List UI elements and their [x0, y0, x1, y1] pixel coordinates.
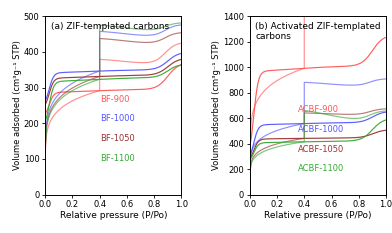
- Text: ACBF-1100: ACBF-1100: [298, 164, 344, 173]
- Text: BF-1100: BF-1100: [100, 154, 134, 163]
- Text: BF-1000: BF-1000: [100, 114, 134, 123]
- Y-axis label: Volume adsorbed (cm³g⁻¹ STP): Volume adsorbed (cm³g⁻¹ STP): [212, 41, 221, 170]
- Y-axis label: Volume adsorbed (cm³g⁻¹ STP): Volume adsorbed (cm³g⁻¹ STP): [13, 41, 22, 170]
- Text: ACBF-900: ACBF-900: [298, 105, 338, 114]
- Text: BF-900: BF-900: [100, 95, 129, 104]
- X-axis label: Relative pressure (P/Po): Relative pressure (P/Po): [264, 211, 372, 220]
- Text: (a) ZIF-templated carbons: (a) ZIF-templated carbons: [51, 22, 169, 31]
- Text: BF-1050: BF-1050: [100, 134, 134, 143]
- Text: ACBF-1000: ACBF-1000: [298, 125, 344, 134]
- X-axis label: Relative pressure (P/Po): Relative pressure (P/Po): [60, 211, 167, 220]
- Text: ACBF-1050: ACBF-1050: [298, 145, 344, 154]
- Text: (b) Activated ZIF-templated
carbons: (b) Activated ZIF-templated carbons: [255, 22, 381, 41]
